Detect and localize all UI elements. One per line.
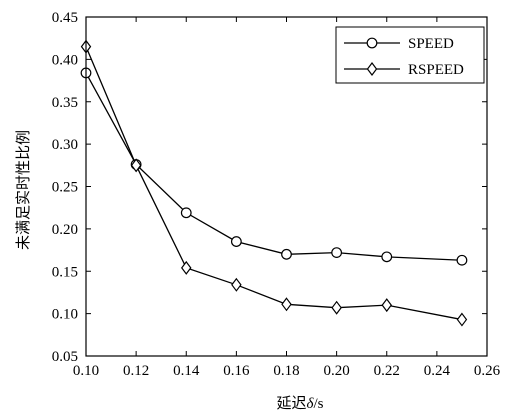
data-point-rspeed xyxy=(331,300,342,315)
x-tick-label: 0.14 xyxy=(173,363,200,379)
data-point-speed xyxy=(180,207,192,219)
series-line-speed xyxy=(85,72,462,261)
data-point-rspeed xyxy=(181,260,192,275)
y-tick-label: 0.25 xyxy=(52,180,78,196)
y-tick-label: 0.10 xyxy=(52,307,78,323)
x-axis-label-symbol: δ xyxy=(307,396,315,412)
x-tick-label: 0.12 xyxy=(123,363,149,379)
x-axis-label-prefix: 延迟 xyxy=(276,394,306,412)
legend-marker-speed xyxy=(366,37,378,49)
data-point-rspeed xyxy=(456,312,468,327)
legend: SPEED RSPEED xyxy=(335,26,485,84)
x-tick-label: 0.24 xyxy=(424,363,451,379)
x-tick-label: 0.10 xyxy=(73,363,99,379)
x-tick-label: 0.22 xyxy=(374,363,400,379)
x-axis-label: 延迟δ/s xyxy=(276,394,323,412)
x-axis-label-suffix: /s xyxy=(313,396,323,412)
y-tick-label: 0.05 xyxy=(52,349,78,365)
data-point-speed xyxy=(381,251,393,263)
x-tick-label: 0.20 xyxy=(324,363,350,379)
legend-label: RSPEED xyxy=(408,62,464,78)
data-point-speed xyxy=(281,248,292,260)
data-point-rspeed xyxy=(381,298,392,313)
y-tick-label: 0.40 xyxy=(52,52,78,68)
legend-box xyxy=(335,26,485,84)
y-tick-label: 0.45 xyxy=(52,10,78,26)
legend-marker-rspeed xyxy=(366,62,378,76)
tick-layer: 0.10 0.12 0.14 0.16 0.18 0.20 0.22 0.24 0.26 0.05… xyxy=(52,10,501,379)
y-axis-label: 未满足实时性比例 xyxy=(14,130,32,250)
series-line-rspeed xyxy=(85,46,463,321)
series-rspeed xyxy=(80,39,468,327)
x-tick-label: 0.16 xyxy=(223,363,250,379)
y-tick-label: 0.35 xyxy=(52,95,78,111)
data-point-speed xyxy=(230,236,242,247)
y-tick-label: 0.20 xyxy=(52,222,78,238)
x-tick-label: 0.18 xyxy=(273,363,299,379)
series-layer xyxy=(80,39,468,327)
data-point-rspeed xyxy=(130,158,142,173)
data-point-speed xyxy=(456,254,468,266)
y-tick-label: 0.30 xyxy=(52,137,78,153)
data-point-speed xyxy=(331,247,343,259)
plot-area-frame xyxy=(85,16,488,357)
x-tick-label: 0.26 xyxy=(474,363,501,379)
data-point-rspeed xyxy=(281,297,292,312)
legend-label: SPEED xyxy=(408,36,454,52)
data-point-rspeed xyxy=(231,277,242,292)
y-tick-label: 0.15 xyxy=(52,264,78,280)
